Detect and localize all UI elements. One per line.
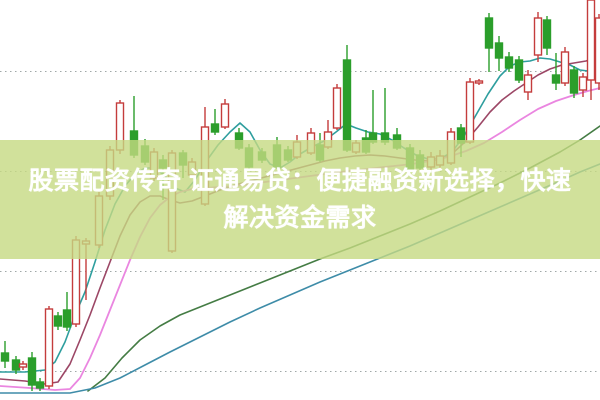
- headline-line-1: 股票配资传奇 证通易贷：便捷融资新选择，快速: [28, 166, 572, 195]
- headline-banner: 股票配资传奇 证通易贷：便捷融资新选择，快速 解决资金需求: [0, 140, 600, 259]
- headline-line-2: 解决资金需求: [223, 203, 377, 232]
- headline-text: 股票配资传奇 证通易贷：便捷融资新选择，快速 解决资金需求: [0, 163, 600, 237]
